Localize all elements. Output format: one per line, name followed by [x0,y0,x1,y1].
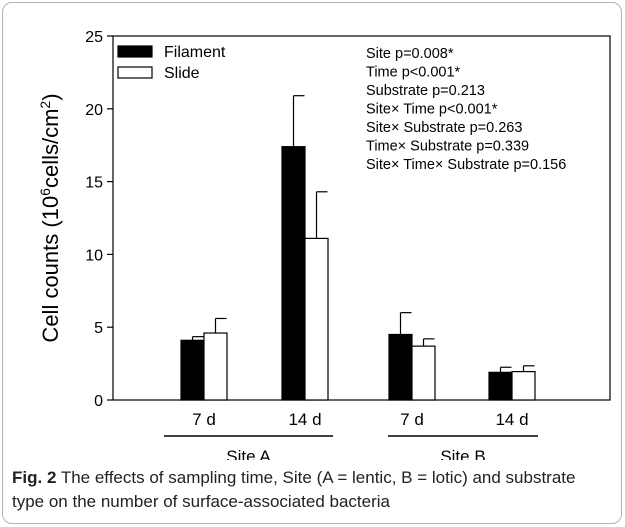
y-tick-label: 20 [85,102,103,119]
bar-filament [180,339,205,401]
bar-slide [411,345,436,401]
bar-slide [203,332,228,401]
stats-annotation: Site× Time× Substrate p=0.156 [366,157,566,173]
bar-filament [488,371,513,401]
stats-annotation: Site× Time p<0.001* [366,102,498,118]
y-axis-label: Cell counts (106cells/cm2) [37,93,63,342]
group-label: Site B [440,447,485,460]
y-tick-label: 25 [85,29,103,46]
y-tick-label: 0 [94,393,103,410]
stats-annotation: Time p<0.001* [366,65,461,81]
bar-slide [511,371,536,401]
bar-chart: 0 5 10 15 20 25 Cell counts (106cells/cm2) 7 d 1… [37,29,611,460]
bar-filament [281,146,306,401]
legend-swatch-filament [117,45,153,58]
legend-label: Filament [164,44,226,61]
stats-annotation: Site× Substrate p=0.263 [366,120,522,136]
y-tick-label: 5 [94,320,103,337]
plot-area-frame [112,35,611,401]
figure-caption: Fig. 2 The effects of sampling time, Sit… [12,466,612,514]
legend-label: Slide [164,65,200,82]
x-tick-label: 14 d [288,410,321,429]
bar-slide [304,237,329,401]
stats-annotation: Site p=0.008* [366,46,454,62]
x-tick-label: 7 d [192,410,216,429]
x-tick-label: 7 d [400,410,424,429]
stats-annotation: Substrate p=0.213 [366,83,485,99]
caption-label: Fig. 2 [12,468,57,487]
group-label: Site A [226,447,271,460]
legend-swatch-slide [117,66,153,79]
x-tick-label: 14 d [495,410,528,429]
y-tick-label: 15 [85,175,103,192]
caption-text: The effects of sampling time, Site (A = … [12,468,576,511]
y-tick-label: 10 [85,247,103,264]
bar-filament [388,333,413,401]
stats-annotation: Time× Substrate p=0.339 [366,139,529,155]
